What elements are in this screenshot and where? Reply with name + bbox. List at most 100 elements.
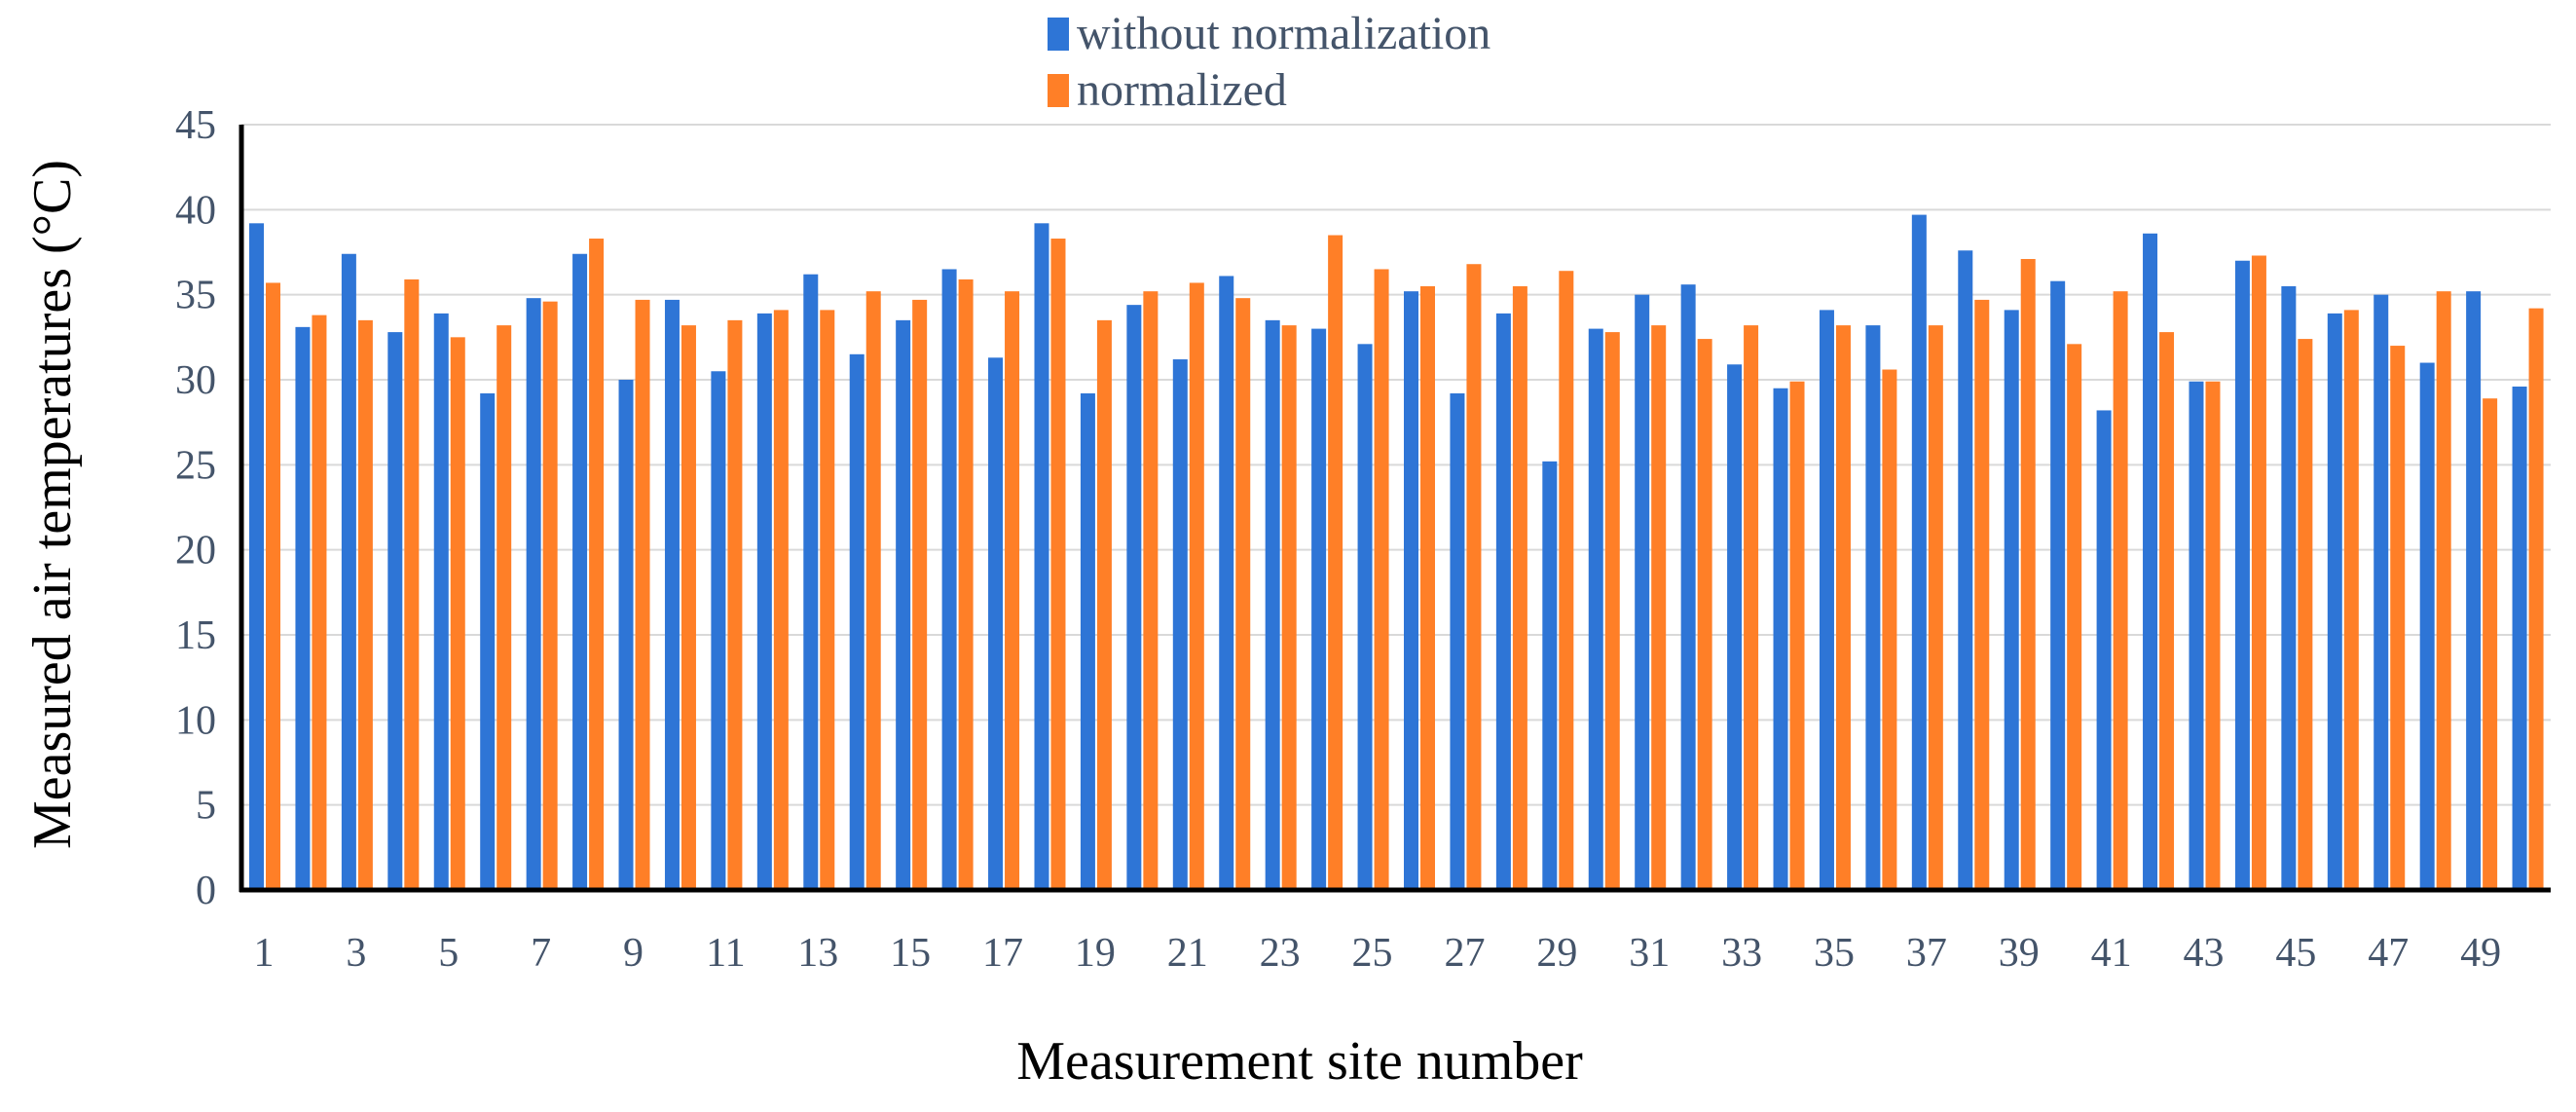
bar-without-normalization-36	[1865, 325, 1881, 890]
bar-normalized-27	[1466, 264, 1482, 890]
bar-without-normalization-20	[1126, 305, 1142, 890]
bar-without-normalization-3	[341, 253, 356, 890]
x-tick-labels: 1 3 5 7 9 11 13 15 17 19 21 23 25 27 29 31 33 35 37 39 41 43 4…	[254, 931, 2502, 976]
bar-normalized-46	[2343, 310, 2359, 890]
bar-without-normalization-33	[1727, 364, 1743, 890]
x-axis-title: Measurement site number	[1016, 1031, 1583, 1092]
bar-without-normalization-13	[803, 274, 819, 890]
bar-without-normalization-34	[1773, 388, 1788, 890]
bar-normalized-23	[1281, 325, 1297, 890]
x-tick-label: 37	[1906, 931, 1947, 976]
x-tick-label: 21	[1167, 931, 1208, 976]
x-tick-label: 9	[623, 931, 644, 976]
x-tick-label: 45	[2275, 931, 2316, 976]
bar-without-normalization-21	[1172, 359, 1188, 890]
x-tick-label: 47	[2368, 931, 2409, 976]
x-tick-label: 29	[1536, 931, 1577, 976]
bar-normalized-4	[404, 278, 420, 890]
bar-without-normalization-49	[2466, 291, 2482, 890]
bar-normalized-17	[1005, 291, 1020, 890]
gridlines	[241, 124, 2551, 806]
bar-normalized-31	[1651, 325, 1667, 890]
bar-without-normalization-12	[756, 313, 772, 890]
bar-without-normalization-9	[618, 380, 634, 890]
y-tick-label: 10	[175, 698, 216, 743]
bar-without-normalization-10	[664, 299, 680, 890]
bar-normalized-14	[865, 291, 881, 890]
bar-normalized-18	[1050, 239, 1066, 890]
y-tick-label: 0	[196, 869, 216, 913]
bar-normalized-50	[2528, 308, 2544, 890]
bar-without-normalization-11	[711, 371, 726, 890]
bar-normalized-9	[635, 299, 650, 890]
bar-normalized-28	[1512, 285, 1527, 890]
bar-normalized-44	[2251, 255, 2266, 890]
bar-normalized-41	[2113, 291, 2128, 890]
bar-without-normalization-31	[1635, 294, 1650, 891]
bar-normalized-8	[589, 239, 605, 890]
bar-normalized-49	[2483, 398, 2498, 890]
bar-without-normalization-48	[2419, 362, 2435, 890]
bar-without-normalization-8	[572, 253, 588, 890]
bar-without-normalization-23	[1265, 319, 1280, 890]
bar-normalized-39	[2020, 258, 2036, 890]
bar-without-normalization-41	[2096, 410, 2112, 890]
x-tick-label: 3	[346, 931, 366, 976]
bar-normalized-15	[912, 299, 928, 890]
bar-normalized-42	[2159, 332, 2175, 890]
bar-without-normalization-39	[2004, 310, 2019, 890]
bar-normalized-43	[2205, 381, 2221, 890]
y-tick-label: 30	[175, 358, 216, 403]
bar-normalized-37	[1928, 325, 1943, 890]
x-tick-label: 31	[1629, 931, 1670, 976]
x-tick-label: 23	[1260, 931, 1301, 976]
x-tick-label: 11	[706, 931, 745, 976]
bar-normalized-7	[542, 301, 558, 890]
bar-without-normalization-17	[988, 357, 1004, 890]
legend: without normalization normalized	[1048, 8, 1490, 116]
bar-normalized-47	[2390, 346, 2406, 891]
x-tick-label: 7	[531, 931, 551, 976]
x-tick-label: 49	[2460, 931, 2501, 976]
bar-normalized-33	[1744, 325, 1759, 890]
bar-without-normalization-44	[2234, 260, 2250, 890]
bar-normalized-2	[312, 315, 327, 890]
bar-without-normalization-42	[2143, 233, 2158, 890]
bar-without-normalization-22	[1219, 276, 1234, 890]
x-tick-label: 17	[982, 931, 1023, 976]
x-tick-label: 33	[1721, 931, 1762, 976]
legend-label-normalized: normalized	[1077, 64, 1287, 116]
bar-normalized-21	[1189, 282, 1204, 890]
bar-without-normalization-38	[1958, 250, 1973, 891]
bar-without-normalization-2	[295, 326, 311, 890]
bar-without-normalization-40	[2050, 280, 2066, 890]
bars	[249, 214, 2544, 891]
bar-without-normalization-19	[1080, 392, 1095, 890]
bar-normalized-16	[958, 278, 974, 890]
legend-label-without-normalization: without normalization	[1077, 8, 1490, 59]
bar-normalized-35	[1835, 325, 1851, 890]
bar-without-normalization-16	[941, 269, 957, 890]
x-tick-label: 27	[1444, 931, 1485, 976]
y-tick-label: 5	[196, 784, 216, 829]
bar-without-normalization-18	[1034, 223, 1049, 891]
bar-normalized-6	[497, 325, 512, 890]
bar-normalized-48	[2436, 291, 2451, 890]
bar-without-normalization-7	[526, 298, 541, 890]
bar-without-normalization-43	[2189, 381, 2204, 890]
bar-without-normalization-14	[849, 353, 865, 890]
y-tick-label: 35	[175, 274, 216, 318]
bar-without-normalization-24	[1311, 328, 1327, 891]
bar-without-normalization-4	[387, 332, 403, 890]
y-tick-label: 20	[175, 529, 216, 574]
bar-normalized-40	[2067, 344, 2082, 890]
x-tick-label: 25	[1352, 931, 1393, 976]
bar-normalized-5	[450, 337, 465, 890]
bar-without-normalization-46	[2327, 313, 2342, 890]
x-tick-label: 5	[438, 931, 459, 976]
x-tick-label: 1	[254, 931, 275, 976]
bar-without-normalization-30	[1588, 328, 1603, 891]
axes	[239, 125, 2551, 893]
y-tick-label: 45	[175, 103, 216, 148]
